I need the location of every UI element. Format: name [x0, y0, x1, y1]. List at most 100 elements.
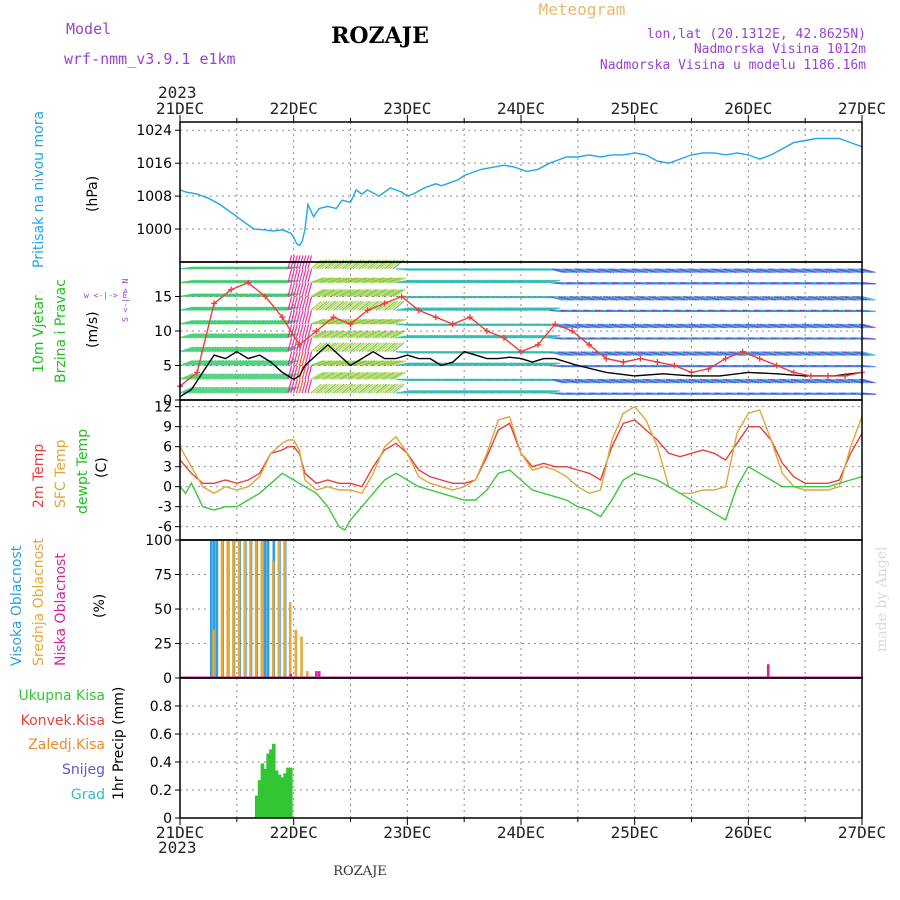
wind-barb [793, 268, 808, 274]
wind-barb [694, 295, 709, 301]
wind-barb [753, 323, 768, 329]
gust-marker [347, 321, 354, 328]
wind-barb [390, 318, 404, 325]
wind-barb [236, 359, 251, 367]
wind-barb [569, 378, 583, 384]
wind-barb [205, 386, 219, 394]
wind-barb [833, 351, 848, 356]
wind-barb [728, 268, 743, 274]
wind-barb [785, 351, 799, 356]
cloud-label-2: Srednja Oblacnost [31, 538, 47, 666]
wind-barb [628, 351, 643, 356]
precip-legend-frz: Zaledj.Kisa [28, 737, 105, 753]
wind-barb [335, 383, 348, 394]
wind-barb [549, 378, 564, 384]
wind-barb [262, 359, 276, 367]
wind-barb [205, 333, 220, 339]
wind-barb [577, 351, 592, 356]
wind-barb [697, 351, 711, 356]
wind-barb [353, 371, 366, 380]
wind-barb [384, 300, 396, 311]
wind-barb [230, 346, 245, 353]
wind-barb [361, 342, 374, 353]
wind-barb [259, 373, 273, 380]
wind-barb [392, 288, 406, 298]
wind-barb [773, 268, 788, 274]
wind-barb [816, 323, 831, 329]
wind-barb [841, 323, 856, 329]
wind-barb [304, 269, 310, 283]
wind-barb [310, 330, 324, 339]
wind-barb [861, 268, 876, 274]
wind-barb [682, 295, 697, 301]
wind-barb [347, 383, 359, 394]
wind-barb [384, 288, 398, 298]
gust-marker [245, 279, 252, 286]
wind-barb [643, 323, 657, 329]
wind-barb [310, 371, 324, 380]
wind-barb [804, 351, 819, 356]
wind-barb [762, 323, 777, 329]
wind-barb [262, 319, 277, 325]
wind-barb [304, 379, 310, 394]
chart-title: ROZAJE [331, 23, 429, 49]
wind-barb [552, 268, 566, 274]
wind-barb [301, 269, 307, 283]
wind-barb [327, 288, 341, 298]
wind-barb [563, 351, 578, 356]
wind-barb [785, 295, 799, 301]
wind-barb [310, 300, 322, 311]
wind-barb [660, 323, 674, 329]
wind-barb [293, 310, 298, 325]
wind-barb [711, 295, 726, 301]
wind-barb [276, 319, 291, 325]
wind-barb [571, 323, 586, 329]
wind-barb [333, 300, 345, 311]
wind-barb [242, 346, 256, 353]
gust-marker [381, 300, 388, 307]
wind-barb [648, 323, 663, 329]
wind-barb [290, 351, 296, 366]
wind-barb [827, 378, 842, 384]
wind-barb [370, 330, 383, 339]
wind-barb [245, 359, 259, 367]
wind-barb [722, 323, 737, 329]
wind-barb [625, 351, 640, 356]
wind-compass-h: w <-|-> E [84, 291, 128, 300]
wind-barb [566, 323, 581, 329]
wind-barb [378, 277, 393, 284]
wind-barb [205, 346, 220, 353]
wind-barb [219, 373, 233, 380]
wind-barb [654, 295, 669, 301]
precip-legend-graupel: Grad [71, 787, 105, 803]
wind-barb [205, 319, 220, 325]
wind-barb [594, 378, 609, 384]
wind-barb [307, 310, 313, 325]
wind-barb [608, 268, 623, 274]
wind-barb [247, 373, 262, 380]
wind-barb [611, 378, 626, 384]
wind-barb [643, 268, 657, 274]
wind-barb [191, 319, 206, 325]
wind-barb [770, 295, 785, 301]
wind-barb [591, 351, 606, 356]
wind-barb [779, 323, 794, 329]
wind-barb [387, 288, 400, 298]
wind-barb [293, 351, 298, 366]
wind-barb [861, 295, 876, 301]
wind-barb [736, 268, 751, 274]
panel-5: 0 0.2 0.4 0.6 0.8 [150, 677, 863, 827]
wind-barb [373, 277, 387, 284]
bar [283, 773, 287, 818]
wind-barb [202, 333, 217, 339]
wind-barb [606, 323, 620, 329]
wind-barb [304, 338, 310, 352]
wind-barb [714, 351, 728, 356]
gust-marker [535, 341, 542, 348]
wind-barb [384, 277, 398, 284]
wind-barb [662, 295, 677, 301]
series-line [179, 419, 863, 488]
wind-barb [580, 351, 595, 356]
bar [274, 770, 279, 818]
gust-marker [705, 365, 712, 372]
